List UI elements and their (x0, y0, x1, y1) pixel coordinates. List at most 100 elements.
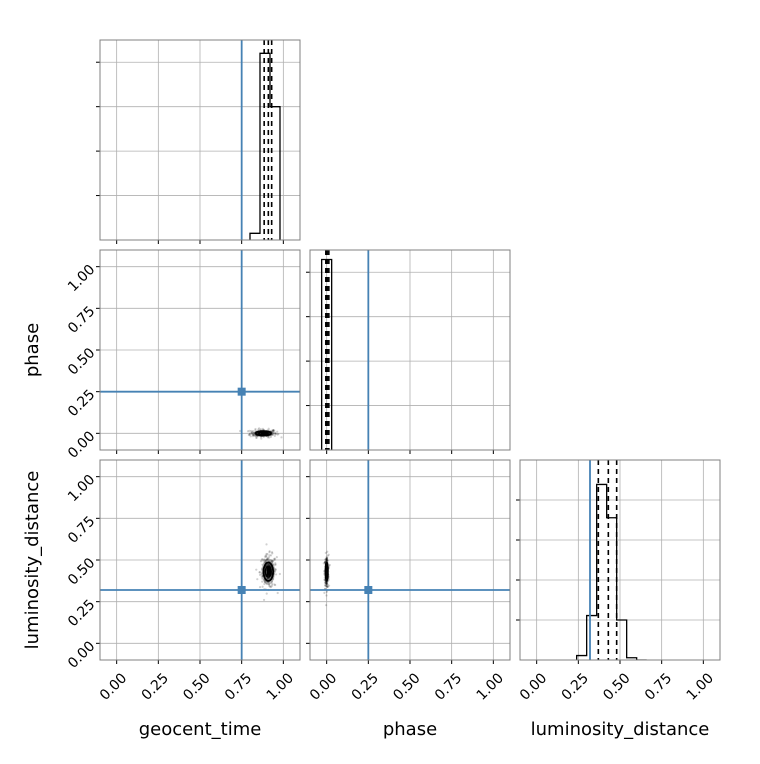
sample-point-2-8 (325, 559, 328, 562)
sample-point-0-14 (270, 429, 273, 432)
sample-point-1-33 (265, 582, 268, 585)
sample-point-2-108 (325, 558, 328, 561)
sample-point-1-72 (266, 558, 269, 561)
truth-marker-2 (364, 586, 373, 594)
sample-point-1-158 (271, 559, 274, 562)
sample-point-0-184 (255, 436, 258, 439)
sample-point-0-46 (251, 433, 255, 437)
sample-point-2-210 (325, 581, 328, 584)
sample-point-1-155 (267, 582, 271, 586)
sample-point-0-218 (276, 430, 279, 433)
sample-point-2-28 (326, 554, 329, 557)
sample-point-1-35 (266, 557, 269, 561)
sample-point-2-119 (323, 558, 327, 561)
x-tick-label-1-0: 0.00 (307, 670, 340, 703)
sample-point-1-139 (258, 571, 261, 574)
y-tick-label-1-3: 0.75 (65, 303, 98, 336)
x-tick-label-0-2: 0.50 (180, 670, 213, 703)
sample-point-1-66 (273, 570, 277, 573)
panel-frame-1-0 (99, 249, 301, 451)
sample-point-1-195 (265, 552, 268, 556)
sample-point-1-112 (261, 580, 264, 583)
sample-point-0-207 (252, 433, 255, 437)
x-tick-label-1-3: 0.75 (432, 670, 465, 703)
sample-point-2-82 (324, 604, 328, 607)
sample-point-1-86 (268, 585, 271, 588)
sample-point-1-199 (260, 567, 264, 570)
sample-point-1-37 (258, 573, 262, 576)
x-tick-label-0-1: 0.25 (139, 670, 172, 703)
sample-point-0-62 (271, 432, 275, 435)
sample-point-2-39 (325, 582, 328, 586)
sample-point-1-213 (265, 559, 268, 562)
sample-point-0-94 (257, 428, 260, 431)
sample-point-2-118 (325, 584, 328, 587)
sample-point-0-28 (254, 434, 257, 438)
sample-point-1-22 (270, 580, 273, 583)
contour-inner-0 (257, 431, 269, 436)
sample-point-2-3 (323, 578, 326, 582)
panel-frame-2-0 (99, 459, 301, 661)
sample-point-1-89 (269, 585, 272, 589)
sample-point-1-211 (271, 559, 274, 563)
sample-point-1-88 (268, 551, 271, 554)
sample-point-1-43 (260, 558, 264, 561)
sample-point-2-91 (327, 584, 331, 587)
sample-point-1-159 (271, 584, 274, 587)
sample-point-0-21 (259, 435, 263, 439)
panel-frame-2-2 (519, 459, 721, 661)
sample-point-1-217 (270, 559, 273, 562)
panel-frame-1-1 (309, 249, 511, 451)
x-tick-label-1-1: 0.25 (349, 670, 382, 703)
sample-point-2-96 (324, 551, 327, 555)
y-tick-label-2-1: 0.25 (65, 597, 98, 630)
y-tick-label-1-1: 0.25 (65, 387, 98, 420)
contour-inner-2 (325, 565, 329, 578)
contour-inner-1 (264, 565, 272, 578)
sample-point-2-114 (324, 584, 327, 587)
sample-point-0-72 (258, 427, 261, 430)
panel-frame-0-0 (99, 39, 301, 241)
sample-point-1-194 (273, 583, 276, 586)
sample-point-0-171 (273, 432, 276, 435)
sample-point-0-209 (274, 433, 277, 436)
sample-point-2-81 (325, 557, 329, 561)
x-tick-label-2-0: 0.00 (517, 670, 550, 703)
sample-point-2-208 (324, 583, 327, 587)
sample-point-1-208 (273, 558, 276, 561)
x-tick-label-2-4: 1.00 (684, 670, 717, 703)
sample-point-2-43 (325, 582, 328, 585)
sample-point-1-59 (259, 559, 263, 563)
sample-point-0-40 (272, 429, 275, 432)
sample-point-1-94 (276, 591, 279, 595)
density-core-0 (261, 432, 267, 435)
sample-point-1-102 (268, 554, 271, 557)
sample-point-0-185 (277, 433, 280, 436)
sample-point-0-39 (271, 433, 275, 436)
x-tick-label-2-2: 0.50 (600, 670, 633, 703)
sample-point-1-20 (261, 577, 264, 580)
y-tick-label-2-0: 0.00 (65, 638, 98, 671)
sample-point-1-68 (274, 569, 277, 572)
y-tick-label-2-4: 1.00 (65, 472, 98, 505)
sample-point-1-76 (264, 554, 267, 557)
sample-point-1-24 (255, 568, 258, 571)
sample-point-1-198 (256, 578, 259, 581)
sample-point-2-40 (326, 585, 329, 588)
sample-point-0-31 (251, 432, 254, 436)
sample-point-0-36 (248, 432, 252, 435)
sample-point-0-186 (273, 434, 276, 437)
sample-point-1-67 (271, 552, 274, 555)
sample-point-2-34 (325, 582, 328, 585)
sample-point-1-65 (265, 592, 268, 595)
sample-point-1-180 (263, 582, 266, 586)
sample-point-1-119 (260, 575, 263, 578)
sample-point-0-53 (248, 429, 251, 432)
sample-point-1-164 (273, 557, 277, 560)
scatter-geocent_time-luminosity_distance (255, 543, 281, 602)
panel-frame-2-1 (309, 459, 511, 661)
sample-point-2-215 (324, 581, 327, 584)
sample-point-0-160 (250, 431, 253, 434)
sample-point-0-189 (255, 436, 258, 440)
truth-marker-0 (237, 387, 246, 396)
